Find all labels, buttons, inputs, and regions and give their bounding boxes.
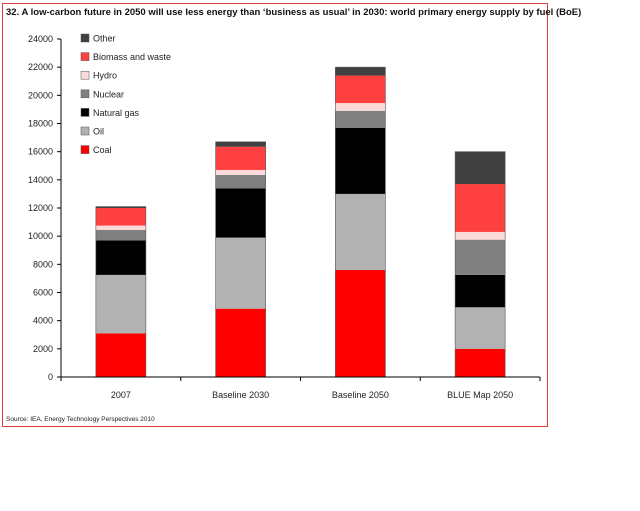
y-tick-label: 4000: [33, 316, 53, 326]
bar-segment-other: [455, 151, 506, 185]
y-tick-label: 22000: [28, 62, 53, 72]
legend-swatch: [80, 89, 90, 99]
bar-segment-natural-gas: [95, 240, 146, 275]
bar-segment-coal: [215, 308, 266, 377]
legend-swatch: [80, 145, 90, 154]
bar-segment-biomass-and-waste: [95, 208, 146, 226]
y-tick-label: 10000: [28, 231, 53, 241]
bar-segment-nuclear: [95, 229, 146, 241]
bar-segment-coal: [95, 333, 146, 377]
bar-segment-hydro: [95, 225, 146, 230]
bar-segment-coal: [455, 348, 506, 377]
y-tick-label: 16000: [28, 147, 53, 157]
x-axis: 2007 Baseline 2030 Baseline 2050 BLUE Map 2…: [60, 376, 541, 400]
bar-segment-other: [215, 141, 266, 147]
chart-title: 32. A low-carbon future in 2050 will use…: [6, 7, 582, 18]
y-tick-label: 2000: [33, 344, 53, 354]
legend: Other Biomass and waste Hydro Nuclear Natura…: [80, 33, 171, 155]
legend-label: Oil: [93, 127, 104, 137]
y-tick-label: 0: [48, 372, 53, 382]
chart-frame: [2, 3, 548, 427]
y-tick-label: 20000: [28, 90, 53, 100]
legend-swatch: [80, 126, 90, 136]
x-tick-label: BLUE Map 2050: [447, 390, 513, 400]
legend-label: Coal: [93, 145, 112, 155]
bar-segment-biomass-and-waste: [215, 146, 266, 170]
legend-label: Hydro: [93, 71, 117, 81]
source-note: Source: IEA, Energy Technology Perspecti…: [6, 416, 155, 423]
bar-segment-oil: [95, 274, 146, 334]
y-tick-label: 18000: [28, 119, 53, 129]
x-tick-label: 2007: [111, 390, 131, 400]
bar-segment-coal: [335, 269, 386, 377]
bar-segment-nuclear: [455, 239, 506, 275]
bars: [95, 66, 506, 378]
legend-label: Nuclear: [93, 89, 124, 99]
legend-swatch: [80, 52, 90, 61]
bar-segment-biomass-and-waste: [335, 75, 386, 104]
y-tick-label: 24000: [28, 34, 53, 44]
y-tick-label: 14000: [28, 175, 53, 185]
bar-segment-other: [335, 67, 386, 76]
legend-swatch: [80, 70, 90, 80]
x-tick-label: Baseline 2030: [212, 390, 269, 400]
bar-segment-hydro: [455, 231, 506, 240]
bar-segment-hydro: [335, 103, 386, 111]
bar-segment-biomass-and-waste: [455, 184, 506, 232]
y-axis: 0 2000 4000 6000 8000 10000 12000 14000 16000 180…: [28, 34, 62, 382]
x-tick-label: Baseline 2050: [332, 390, 389, 400]
y-tick-label: 12000: [28, 203, 53, 213]
y-tick-label: 6000: [33, 288, 53, 298]
bar-segment-oil: [455, 307, 506, 349]
legend-label: Biomass and waste: [93, 52, 171, 62]
bar-segment-oil: [335, 193, 386, 270]
legend-swatch: [80, 33, 90, 43]
bar-segment-nuclear: [335, 110, 386, 128]
legend-label: Other: [93, 34, 116, 44]
legend-swatch: [80, 108, 90, 117]
bar-segment-hydro: [215, 169, 266, 175]
legend-label: Natural gas: [93, 108, 140, 118]
bar-segment-other: [95, 206, 146, 208]
bar-segment-oil: [215, 237, 266, 309]
bar-segment-natural-gas: [215, 188, 266, 238]
bar-segment-natural-gas: [335, 127, 386, 194]
bar-segment-nuclear: [215, 174, 266, 189]
bar-segment-natural-gas: [455, 274, 506, 308]
y-tick-label: 8000: [33, 259, 53, 269]
